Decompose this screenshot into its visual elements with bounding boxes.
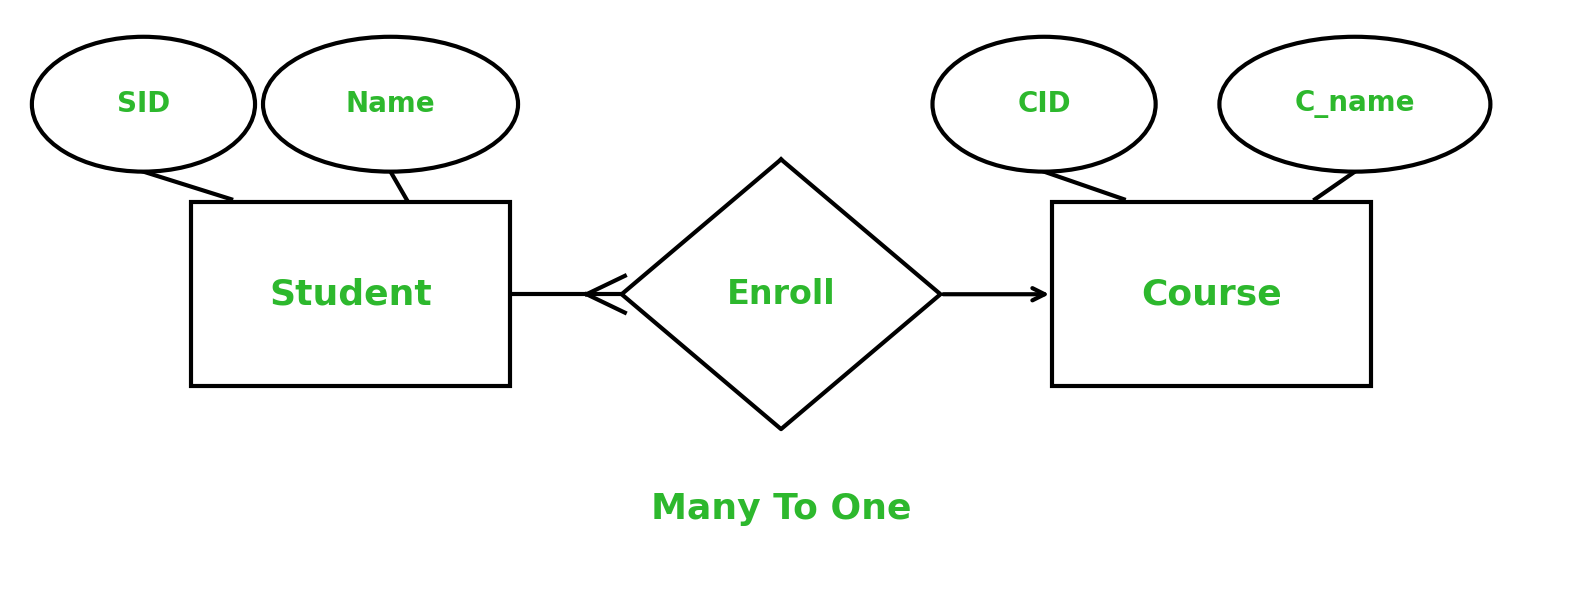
Text: SID: SID	[116, 90, 171, 118]
Text: C_name: C_name	[1294, 90, 1415, 118]
Text: Name: Name	[346, 90, 435, 118]
Ellipse shape	[1219, 37, 1490, 172]
Bar	[191, 202, 510, 386]
Ellipse shape	[263, 37, 518, 172]
Text: CID: CID	[1017, 90, 1071, 118]
Ellipse shape	[932, 37, 1156, 172]
Polygon shape	[622, 159, 940, 429]
Text: Student: Student	[269, 277, 432, 311]
Bar	[1052, 202, 1371, 386]
Ellipse shape	[32, 37, 255, 172]
Text: Many To One: Many To One	[650, 492, 912, 526]
Text: Enroll: Enroll	[727, 278, 835, 311]
Text: Course: Course	[1141, 277, 1282, 311]
